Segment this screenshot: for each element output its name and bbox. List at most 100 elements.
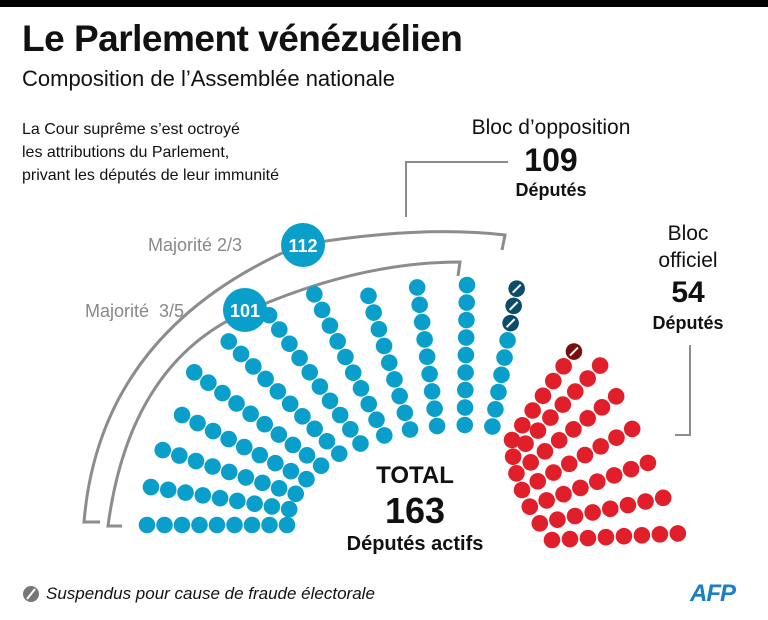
official-seat (584, 504, 601, 521)
opposition-seat (261, 516, 278, 534)
official-seat (605, 467, 623, 484)
majority-2-3-value: 112 (288, 236, 317, 256)
opposition-seat (229, 492, 246, 510)
opposition-seat (413, 313, 431, 331)
top-bar (0, 0, 768, 7)
opposition-seat (245, 358, 262, 375)
official-seat (561, 530, 579, 548)
suspended-legend-icon (23, 586, 39, 602)
opposition-seat (267, 454, 284, 472)
majority-3-5-label: Majorité 3/5 (85, 301, 184, 321)
opposition-seat (159, 481, 177, 499)
opposition-seat (375, 337, 393, 355)
official-label-line2: officiel (658, 249, 718, 272)
official-leader-line (675, 345, 691, 436)
official-seat (588, 473, 606, 490)
opposition-seat (386, 371, 403, 388)
total-unit: Députés actifs (346, 533, 484, 555)
opposition-seat (484, 418, 501, 435)
opposition-seat (313, 301, 331, 319)
opposition-seat (228, 395, 245, 412)
opposition-seat (458, 294, 476, 311)
opposition-seat (499, 332, 516, 349)
opposition-seat (257, 370, 274, 388)
opposition-seat (487, 400, 504, 418)
official-seat (579, 529, 597, 547)
official-seat (560, 455, 578, 473)
official-seat (543, 531, 561, 549)
opposition-seat (220, 430, 237, 448)
opposition-seat (138, 516, 156, 534)
official-seat (601, 500, 619, 518)
suspended-opposition-seat (502, 314, 519, 332)
opposition-seat (173, 516, 191, 534)
official-seat (503, 431, 521, 449)
description: La Cour suprême s’est octroyé les attrib… (22, 118, 402, 187)
official-seat (566, 383, 584, 400)
official-seat (592, 438, 610, 455)
opposition-label: Bloc d’opposition (471, 116, 631, 139)
official-seat (615, 527, 633, 545)
opposition-seat (423, 383, 441, 400)
opposition-seat (396, 404, 414, 422)
opposition-seat (411, 296, 428, 314)
opposition-seat (171, 447, 188, 464)
opposition-seat (360, 287, 377, 305)
opposition-seat (185, 364, 203, 381)
description-line: les attributions du Parlement, (22, 144, 230, 161)
opposition-seat (204, 422, 222, 440)
opposition-seat (220, 463, 238, 481)
page-subtitle: Composition de l’Assemblée nationale (22, 66, 395, 91)
opposition-seat (232, 345, 250, 363)
opposition-seat (329, 333, 346, 350)
opposition-seat (428, 417, 446, 435)
official-seat (555, 485, 572, 503)
opposition-seat (154, 441, 172, 459)
opposition-seat (456, 399, 474, 416)
opposition-seat (281, 395, 299, 413)
opposition-seat (331, 406, 349, 424)
opposition-seat (370, 320, 388, 338)
official-seat (549, 511, 566, 528)
official-seat (504, 448, 522, 465)
majority-3-5-badge (223, 288, 267, 332)
official-seat (545, 464, 562, 481)
opposition-seat (220, 333, 238, 350)
opposition-seat (254, 474, 271, 492)
opposition-seat (208, 516, 226, 534)
opposition-seat (200, 374, 217, 392)
opposition-seat (457, 364, 474, 381)
opposition-seat (270, 321, 288, 338)
official-seat (579, 410, 596, 427)
opposition-seat (301, 363, 319, 381)
official-seat (565, 421, 582, 438)
page-title: Le Parlement vénézuélien (22, 18, 463, 59)
official-seat (554, 396, 572, 413)
opposition-seat (457, 346, 475, 364)
opposition-seat (321, 317, 339, 334)
opposition-count: 109 (524, 142, 578, 178)
official-seat (566, 507, 584, 525)
official-seat (517, 435, 534, 452)
opposition-seat (352, 435, 369, 452)
opposition-seat (380, 354, 398, 371)
opposition-seat (270, 426, 288, 443)
official-seat (538, 492, 555, 509)
opposition-seat (251, 446, 269, 464)
opposition-seat (187, 452, 205, 470)
official-seat (514, 416, 531, 434)
official-seat (544, 372, 562, 390)
total-label: TOTAL (376, 462, 454, 489)
opposition-seat (408, 279, 426, 296)
opposition-seat (457, 381, 474, 399)
majority-3-5-value: 101 (230, 301, 260, 321)
official-seat (619, 496, 637, 514)
opposition-seat (214, 384, 231, 402)
official-seat (579, 370, 596, 387)
official-seat (639, 454, 657, 472)
opposition-seat (298, 447, 316, 464)
opposition-seat (312, 457, 330, 475)
opposition-seat (269, 383, 287, 400)
